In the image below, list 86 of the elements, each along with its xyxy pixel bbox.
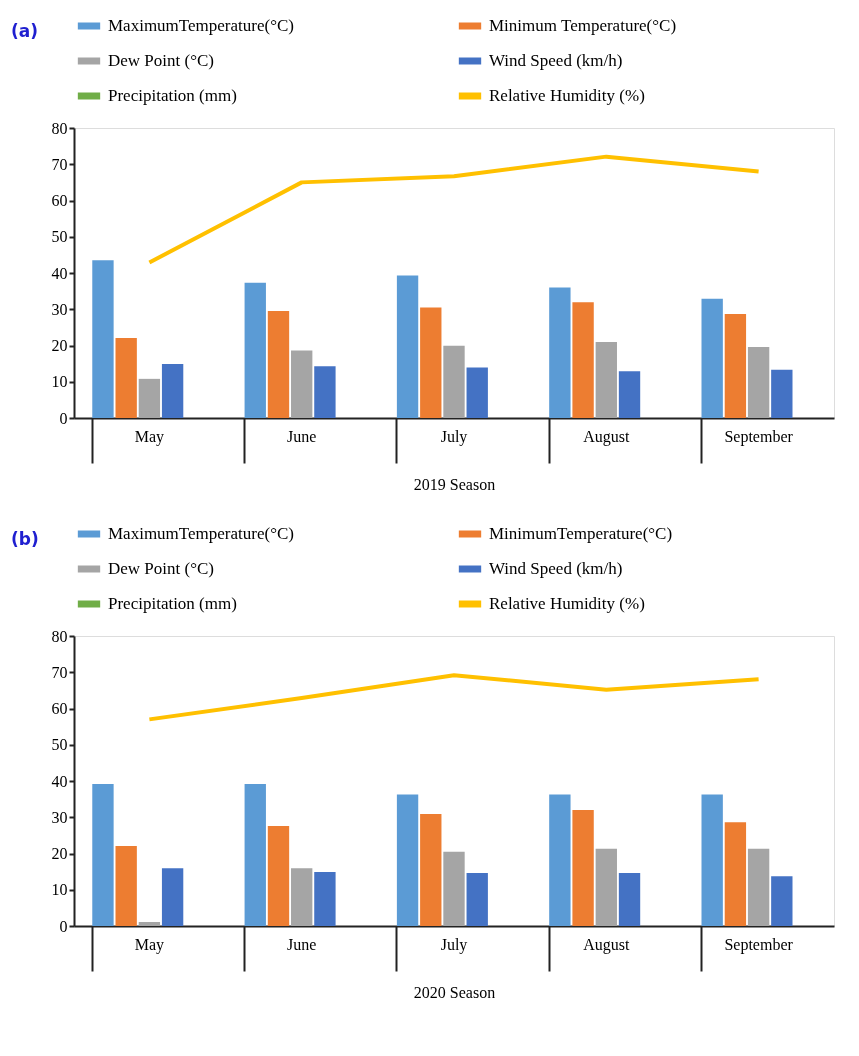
y-tick-label: 80 [51, 627, 68, 645]
x-tick-label: May [134, 935, 165, 954]
y-tick-label: 10 [51, 881, 68, 899]
legend-label: Wind Speed (km/h) [489, 559, 623, 578]
bar [595, 848, 617, 926]
bar [771, 369, 793, 418]
bar [115, 845, 137, 926]
y-tick-label: 20 [51, 845, 68, 862]
legend-label: MinimumTemperature(°C) [489, 524, 673, 543]
bar [771, 876, 793, 926]
bar [724, 313, 747, 418]
legend-label: Relative Humidity (%) [489, 86, 645, 105]
y-tick-label: 30 [51, 300, 68, 318]
bar [701, 298, 723, 418]
chart-title: (b) [11, 529, 39, 549]
bar [724, 822, 747, 926]
legend-label: Precipitation (mm) [108, 594, 237, 613]
y-tick-label: 70 [51, 155, 68, 173]
chart-title: (a) [11, 21, 39, 41]
bar [244, 783, 266, 926]
x-tick-label: September [724, 935, 794, 954]
bar [267, 311, 290, 418]
bar [291, 350, 313, 418]
y-tick-label: 20 [51, 337, 68, 354]
legend-label: MaximumTemperature(°C) [108, 16, 294, 35]
bar [595, 341, 617, 418]
bar [314, 871, 336, 926]
y-tick-label: 40 [51, 264, 68, 282]
y-tick-label: 80 [51, 119, 68, 137]
x-tick-label: July [440, 935, 468, 954]
line-series [147, 154, 761, 265]
x-tick-label: September [724, 427, 794, 446]
bar [138, 378, 161, 418]
bar [244, 282, 266, 418]
legend-label: Minimum Temperature(°C) [489, 16, 677, 35]
x-tick-label: August [583, 935, 630, 954]
bar [267, 825, 290, 926]
bar [138, 922, 161, 926]
x-tick-label: July [440, 427, 468, 446]
legend-label: Dew Point (°C) [108, 559, 214, 578]
bar [572, 810, 594, 926]
bar [443, 851, 465, 926]
bar [396, 275, 419, 418]
legend-label: MaximumTemperature(°C) [108, 524, 294, 543]
y-tick-label: 60 [51, 192, 68, 209]
bar [420, 813, 442, 926]
bar [618, 371, 641, 418]
y-tick-label: 10 [51, 373, 68, 391]
bar [466, 367, 488, 418]
bar [572, 302, 594, 418]
y-tick-label: 60 [51, 700, 68, 717]
bar [161, 363, 184, 418]
x-tick-label: June [287, 427, 317, 445]
bar [314, 366, 336, 418]
bar [549, 287, 571, 418]
bar [115, 337, 137, 418]
x-axis-title: 2020 Season [413, 983, 496, 1001]
legend-label: Dew Point (°C) [108, 51, 214, 70]
x-tick-label: August [583, 427, 630, 446]
bar [291, 868, 313, 926]
bar [92, 260, 114, 418]
y-tick-label: 40 [51, 772, 68, 790]
bar [747, 346, 770, 418]
bar [92, 783, 114, 926]
bar [161, 868, 184, 926]
y-tick-label: 50 [51, 736, 68, 754]
y-tick-label: 70 [51, 663, 68, 681]
y-tick-label: 30 [51, 808, 68, 826]
bar [466, 873, 488, 926]
y-tick-label: 0 [59, 409, 68, 427]
y-tick-label: 50 [51, 228, 68, 246]
bar [618, 873, 641, 926]
bar [701, 794, 723, 926]
bar [396, 794, 419, 926]
line-series [147, 673, 761, 722]
x-tick-label: May [134, 427, 165, 446]
bar [549, 794, 571, 926]
bar [420, 307, 442, 418]
legend-label: Precipitation (mm) [108, 86, 237, 105]
x-tick-label: June [287, 935, 317, 953]
bar [443, 345, 465, 418]
legend-label: Relative Humidity (%) [489, 594, 645, 613]
x-axis-title: 2019 Season [413, 475, 496, 493]
y-tick-label: 0 [59, 917, 68, 935]
bar [747, 848, 770, 926]
legend-label: Wind Speed (km/h) [489, 51, 623, 70]
